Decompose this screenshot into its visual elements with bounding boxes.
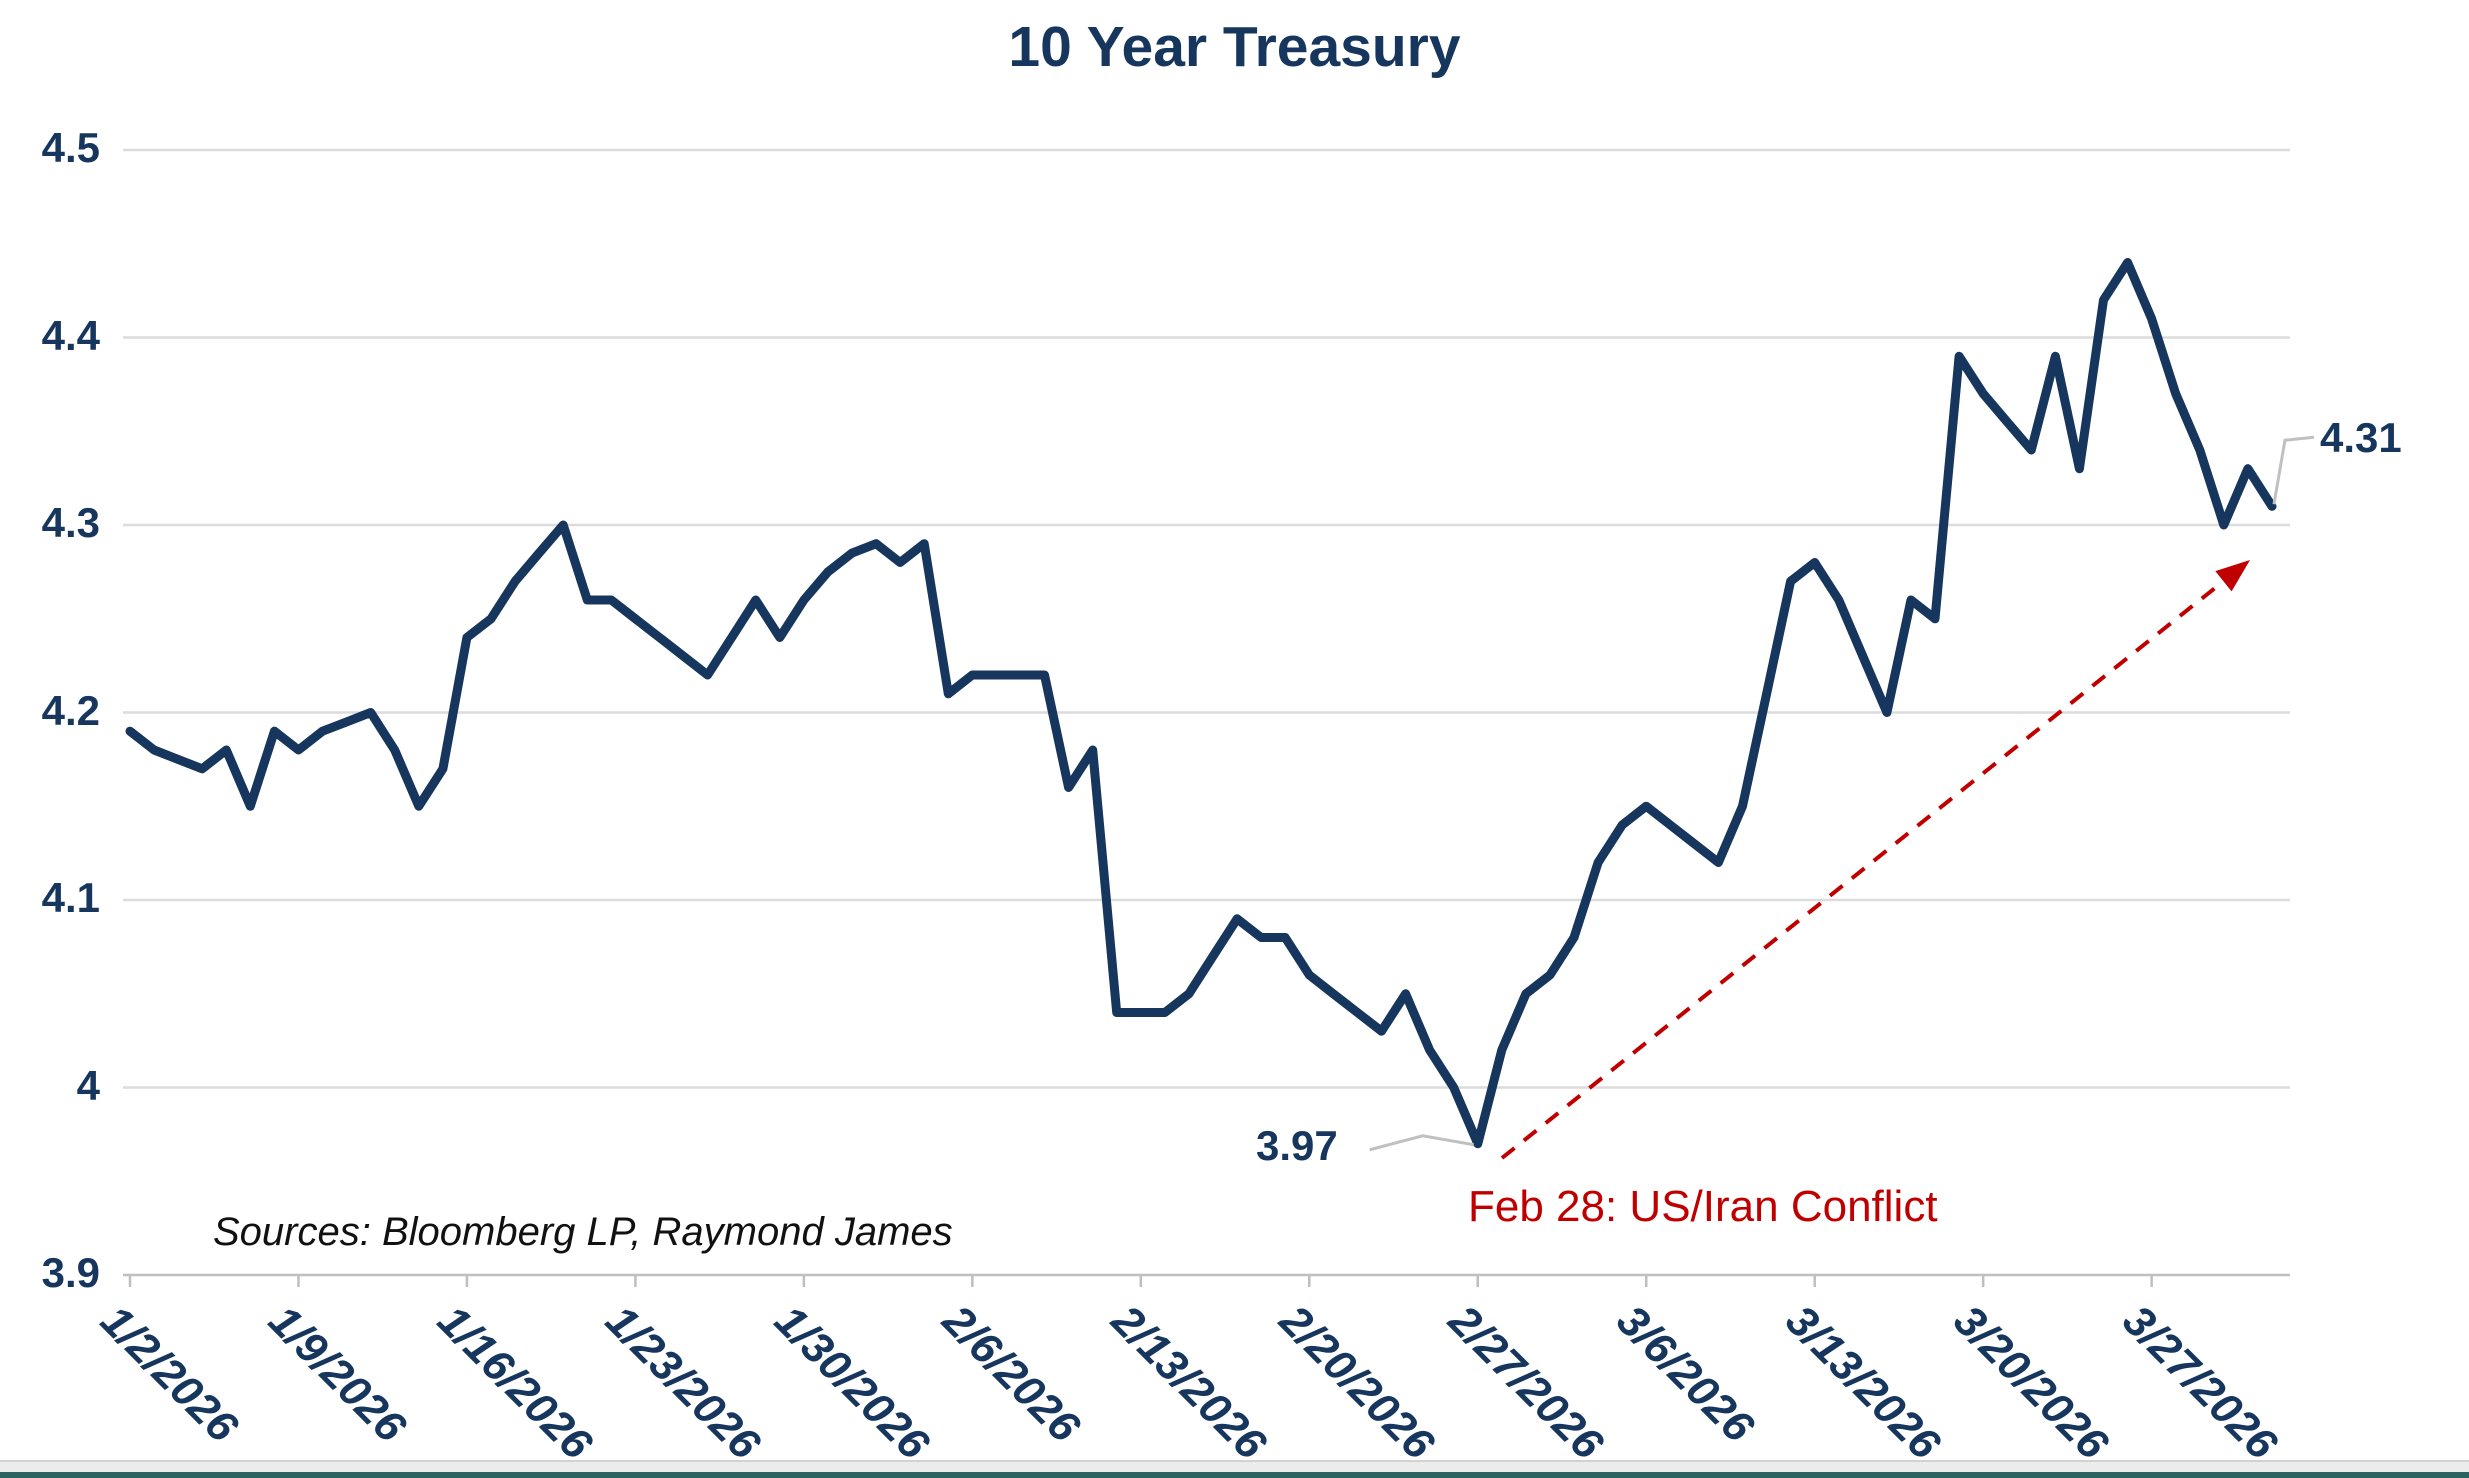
window-footer-edge [0, 1472, 2469, 1478]
y-axis-label-4.3: 4.3 [41, 499, 100, 546]
treasury-yield-line [125, 258, 2277, 1149]
window-footer-strip [0, 1460, 2469, 1474]
end-point-data-label: 4.31 [2320, 414, 2402, 461]
low-label-leader-line [1369, 1134, 1475, 1152]
y-axis-label-4.5: 4.5 [41, 124, 100, 171]
y-axis-label-4: 4 [76, 1061, 100, 1109]
event-arrow-shaft [1500, 579, 2225, 1160]
event-arrow-head [2215, 560, 2250, 592]
chart-title: 10 Year Treasury [1008, 15, 1461, 79]
y-axis-label-3.9: 3.9 [41, 1249, 100, 1296]
end-label-leader-line [2272, 435, 2315, 505]
low-point-data-label: 3.97 [1256, 1122, 1338, 1169]
event-annotation-label: Feb 28: US/Iran Conflict [1468, 1182, 1938, 1231]
y-axis-label-4.1: 4.1 [41, 874, 100, 921]
y-axis-label-4.4: 4.4 [41, 311, 100, 359]
y-axis-label-4.2: 4.2 [41, 686, 100, 734]
source-note: Sources: Bloomberg LP, Raymond James [213, 1210, 953, 1254]
